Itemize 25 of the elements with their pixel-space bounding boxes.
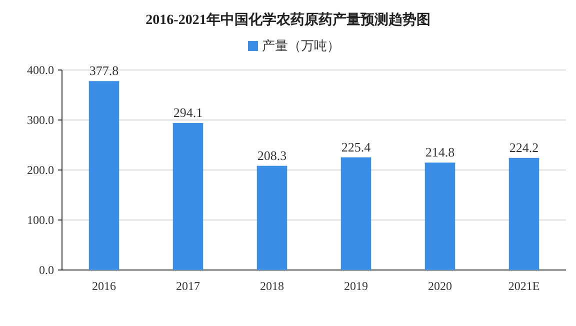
bar (508, 158, 540, 270)
data-label: 225.4 (341, 139, 372, 154)
bar (256, 166, 288, 270)
data-label: 208.3 (257, 148, 287, 163)
chart-title: 2016-2021年中国化学农药原药产量预测趋势图 (146, 11, 430, 28)
data-label: 294.1 (173, 104, 203, 120)
x-tick-label: 2020 (428, 279, 452, 293)
bar (340, 157, 372, 270)
y-tick-label: 300.0 (27, 113, 54, 127)
x-tick-label: 2021E (508, 279, 540, 293)
x-tick-label: 2017 (176, 279, 200, 293)
legend-label: 产量（万吨） (262, 39, 340, 54)
bar (172, 122, 204, 270)
y-tick-label: 0.0 (39, 263, 54, 277)
y-tick-label: 200.0 (27, 163, 54, 177)
x-tick-label: 2018 (260, 279, 284, 293)
data-label: 377.8 (89, 63, 119, 78)
data-label: 214.8 (425, 144, 455, 160)
bar (424, 162, 456, 270)
x-tick-label: 2019 (344, 279, 368, 293)
x-tick-label: 2016 (92, 279, 116, 293)
y-tick-label: 400.0 (27, 63, 54, 77)
y-tick-label: 100.0 (27, 213, 54, 227)
data-label: 224.2 (509, 140, 539, 155)
bar (88, 81, 120, 270)
